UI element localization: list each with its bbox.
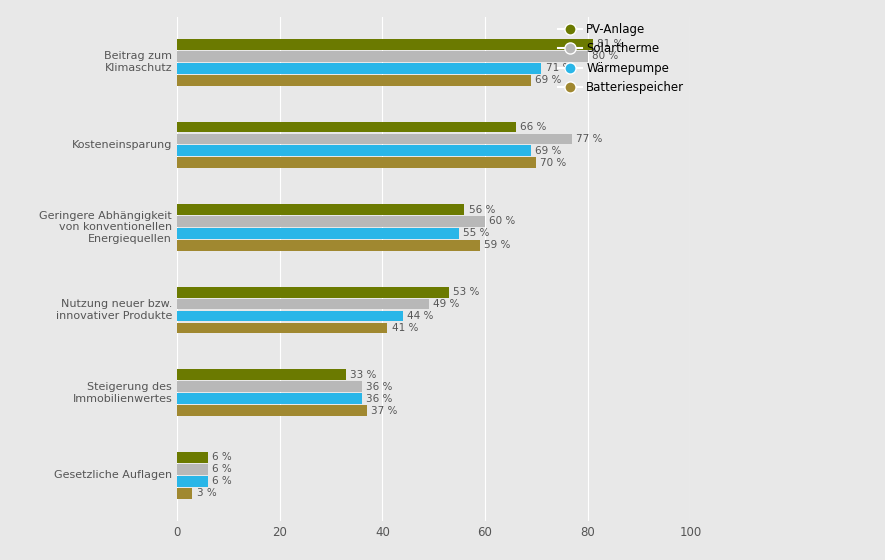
Bar <box>177 323 388 333</box>
Legend: PV-Anlage, Solartherme, Wärmepumpe, Batteriespeicher: PV-Anlage, Solartherme, Wärmepumpe, Batt… <box>558 23 684 94</box>
Text: 6 %: 6 % <box>212 464 232 474</box>
Bar <box>177 287 449 297</box>
Text: 69 %: 69 % <box>535 75 562 85</box>
Text: 6 %: 6 % <box>212 452 232 463</box>
Text: 59 %: 59 % <box>484 240 511 250</box>
Bar <box>177 216 485 227</box>
Bar <box>177 476 208 487</box>
Text: 81 %: 81 % <box>596 39 623 49</box>
Bar <box>177 452 208 463</box>
Text: 60 %: 60 % <box>489 217 515 226</box>
Bar <box>177 311 403 321</box>
Text: 69 %: 69 % <box>535 146 562 156</box>
Text: 49 %: 49 % <box>433 299 459 309</box>
Text: 70 %: 70 % <box>541 158 566 168</box>
Bar <box>177 240 480 251</box>
Text: 71 %: 71 % <box>545 63 572 73</box>
Bar <box>177 133 573 144</box>
Bar <box>177 228 459 239</box>
Text: 41 %: 41 % <box>391 323 418 333</box>
Bar <box>177 75 531 86</box>
Text: 44 %: 44 % <box>407 311 434 321</box>
Text: 55 %: 55 % <box>464 228 489 239</box>
Text: 56 %: 56 % <box>468 204 495 214</box>
Bar <box>177 157 536 168</box>
Text: 36 %: 36 % <box>366 394 392 404</box>
Text: 53 %: 53 % <box>453 287 480 297</box>
Bar <box>177 370 346 380</box>
Text: 66 %: 66 % <box>519 122 546 132</box>
Bar <box>177 488 192 499</box>
Bar <box>177 63 542 73</box>
Bar <box>177 51 588 62</box>
Bar <box>177 393 362 404</box>
Bar <box>177 464 208 475</box>
Text: 3 %: 3 % <box>196 488 216 498</box>
Bar <box>177 298 428 310</box>
Text: 36 %: 36 % <box>366 382 392 392</box>
Bar <box>177 405 367 416</box>
Bar <box>177 39 593 50</box>
Text: 6 %: 6 % <box>212 477 232 486</box>
Text: 77 %: 77 % <box>576 134 603 144</box>
Bar <box>177 381 362 392</box>
Text: 33 %: 33 % <box>350 370 377 380</box>
Bar <box>177 146 531 156</box>
Text: 80 %: 80 % <box>592 52 618 61</box>
Text: 37 %: 37 % <box>371 405 397 416</box>
Bar <box>177 204 465 215</box>
Bar <box>177 122 516 132</box>
